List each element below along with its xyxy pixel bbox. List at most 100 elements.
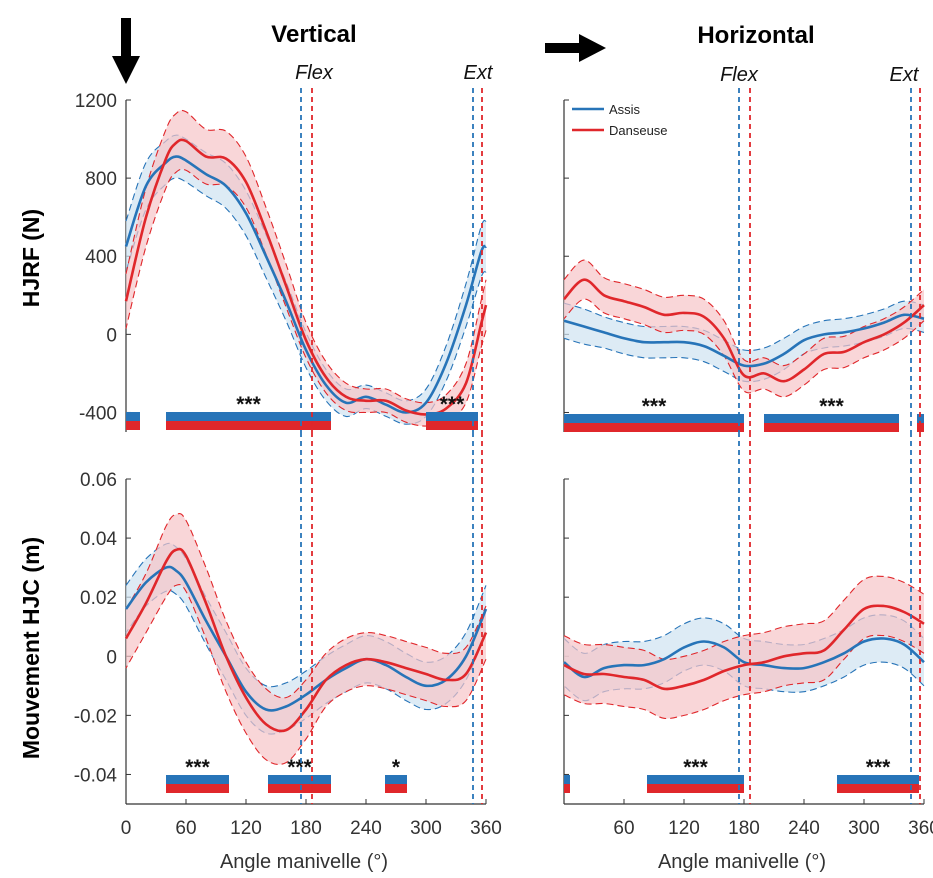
vertical-hjc-significance-bar-assis xyxy=(268,775,331,784)
horizontal-hjrf-significance-label: *** xyxy=(642,395,667,418)
horizontal-hjrf-significance-bar-assis xyxy=(764,414,899,423)
horizontal-hjrf-significance-bar-assis xyxy=(564,414,744,423)
vertical-hjrf-assis-sd-upper xyxy=(125,134,487,402)
vertical-hjc-panel: -0.04 -0.02 0 0.02 0.04 0.06 0 60 120 180 240 300 36… xyxy=(74,470,502,839)
horizontal-hjrf-danseuse-sd-band xyxy=(564,260,924,397)
horizontal-hjc-danseuse-mean-line xyxy=(563,604,925,691)
vertical-hjrf-ytick-label: 400 xyxy=(85,247,117,268)
horizontal-hjc-significance-bar-danseuse xyxy=(647,784,744,793)
vertical-hjc-ytick-label: 0.06 xyxy=(80,470,117,491)
horizontal-hjc-significance-label: *** xyxy=(866,756,891,779)
horizontal-hjc-significance-bar-assis xyxy=(564,775,570,784)
horizontal-hjc-assis-mean-line xyxy=(563,637,925,679)
vertical-hjrf-panel: -400 0 400 800 1200 *** *** xyxy=(75,88,488,479)
x-axis-label-right: Angle manivelle (°) xyxy=(658,851,826,873)
vertical-hjc-significance-label: * xyxy=(392,756,401,779)
horizontal-hjrf-significance-bar-assis xyxy=(917,414,924,423)
vertical-hjc-significance-bar-assis xyxy=(385,775,407,784)
vertical-hjrf-significance-bar-danseuse xyxy=(166,421,331,430)
vertical-hjrf-significance-label: *** xyxy=(236,393,261,416)
horizontal-hjc-xtick-label: 60 xyxy=(613,818,634,839)
vertical-hjrf-significance-label: *** xyxy=(440,393,465,416)
vertical-hjrf-assis-sd-lower xyxy=(125,177,487,425)
legend-label-danseuse: Danseuse xyxy=(609,123,668,138)
vertical-hjc-ytick-label: -0.02 xyxy=(74,706,117,727)
horizontal-hjc-significance-bar-assis xyxy=(647,775,744,784)
horizontal-hjrf-danseuse-sd-upper xyxy=(563,259,925,367)
vertical-hjrf-ytick-label: 1200 xyxy=(75,91,117,112)
horizontal-hjc-xtick-label: 300 xyxy=(848,818,880,839)
vertical-hjc-xtick-label: 180 xyxy=(290,818,322,839)
vertical-hjrf-assis-mean-line xyxy=(124,155,487,414)
vertical-hjc-xtick-label: 120 xyxy=(230,818,262,839)
vertical-hjc-danseuse-sd-lower xyxy=(125,583,487,766)
vertical-hjc-significance-label: *** xyxy=(185,756,210,779)
vertical-hjc-xtick-label: 60 xyxy=(175,818,196,839)
vertical-hjrf-significance-bar-danseuse xyxy=(426,421,478,430)
vertical-hjc-significance-bar-assis xyxy=(166,775,229,784)
vertical-hjc-danseuse-mean-line xyxy=(124,547,488,733)
horizontal-hjc-significance-bar-danseuse xyxy=(837,784,919,793)
vertical-hjc-assis-mean-line xyxy=(124,565,488,712)
vertical-hjrf-significance-bar-danseuse xyxy=(126,421,140,430)
vertical-hjc-significance-bar-danseuse xyxy=(166,784,229,793)
vertical-hjc-ytick-label: -0.04 xyxy=(74,765,118,786)
ext-label-right: Ext xyxy=(890,64,920,86)
horizontal-hjc-xtick-label: 360 xyxy=(908,818,933,839)
flex-label-left: Flex xyxy=(295,62,334,84)
hjrf-ylabel: HJRF (N) xyxy=(18,209,44,307)
vertical-hjc-xtick-label: 0 xyxy=(121,818,132,839)
horizontal-hjrf-significance-bar-danseuse xyxy=(764,423,899,432)
horizontal-hjc-significance-label: *** xyxy=(683,756,708,779)
horizontal-header: Horizontal xyxy=(697,22,814,49)
horizontal-hjc-danseuse-sd-lower xyxy=(563,634,925,720)
vertical-hjc-ytick-label: 0.02 xyxy=(80,588,117,609)
horizontal-hjrf-significance-bar-danseuse xyxy=(917,423,924,432)
horizontal-hjc-xtick-label: 180 xyxy=(728,818,760,839)
vertical-hjrf-significance-bar-assis xyxy=(126,412,140,421)
vertical-hjc-significance-label: *** xyxy=(287,756,312,779)
vertical-header: Vertical xyxy=(271,21,356,48)
horizontal-hjc-danseuse-sd-upper xyxy=(563,575,925,660)
vertical-hjrf-significance-bar-assis xyxy=(426,412,478,421)
ext-label-left: Ext xyxy=(464,62,494,84)
horizontal-hjrf-significance-bar-danseuse xyxy=(564,423,744,432)
vertical-hjc-xtick-label: 240 xyxy=(350,818,382,839)
vertical-hjc-danseuse-sd-band xyxy=(126,513,486,765)
hjc-ylabel: Mouvement HJC (m) xyxy=(18,537,44,759)
vertical-hjrf-significance-bar-assis xyxy=(166,412,331,421)
vertical-hjc-significance-bar-danseuse xyxy=(385,784,407,793)
vertical-hjc-ytick-label: 0 xyxy=(106,647,117,668)
vertical-hjc-danseuse-sd-upper xyxy=(125,513,487,699)
horizontal-hjrf-danseuse-sd-lower xyxy=(563,298,925,398)
horizontal-hjc-danseuse-sd-band xyxy=(564,576,924,719)
vertical-hjrf-danseuse-sd-band xyxy=(126,110,486,427)
arrow-down-icon xyxy=(112,18,140,84)
flex-label-right: Flex xyxy=(720,64,759,86)
vertical-hjrf-ytick-label: 0 xyxy=(106,325,117,346)
vertical-hjc-xtick-label: 300 xyxy=(410,818,442,839)
vertical-hjc-significance-bar-danseuse xyxy=(268,784,331,793)
vertical-hjrf-ytick-label: -400 xyxy=(79,403,117,424)
vertical-hjc-assis-sd-lower xyxy=(125,590,487,735)
horizontal-hjc-xtick-label: 120 xyxy=(668,818,700,839)
legend: Assis Danseuse xyxy=(572,102,668,138)
horizontal-hjrf-assis-sd-band xyxy=(564,301,924,382)
legend-label-assis: Assis xyxy=(609,102,641,117)
vertical-hjc-ytick-label: 0.04 xyxy=(80,529,117,550)
horizontal-hjrf-significance-label: *** xyxy=(819,395,844,418)
horizontal-hjc-significance-bar-danseuse xyxy=(564,784,570,793)
horizontal-hjrf-danseuse-mean-line xyxy=(563,278,925,383)
horizontal-hjc-panel: 60 120 180 240 300 360 *** *** xyxy=(563,478,933,839)
arrow-right-icon xyxy=(545,34,606,62)
horizontal-hjrf-assis-sd-upper xyxy=(563,300,925,352)
horizontal-hjrf-assis-mean-line xyxy=(563,313,925,368)
vertical-hjrf-danseuse-mean-line xyxy=(124,138,488,416)
horizontal-hjrf-panel: *** *** xyxy=(563,88,925,479)
vertical-hjc-xtick-label: 360 xyxy=(470,818,502,839)
horizontal-hjc-xtick-label: 240 xyxy=(788,818,820,839)
horizontal-hjc-significance-bar-assis xyxy=(837,775,919,784)
vertical-hjrf-danseuse-sd-upper xyxy=(125,109,487,404)
x-axis-label-left: Angle manivelle (°) xyxy=(220,851,388,873)
